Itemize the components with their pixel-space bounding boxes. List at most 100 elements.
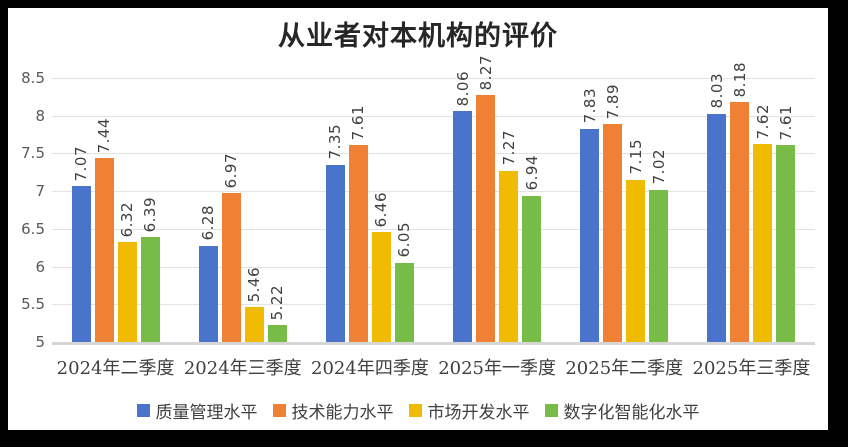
bar-unit: 6.39 <box>140 196 160 342</box>
y-tick-label: 5.5 <box>21 295 45 314</box>
y-tick-label: 5 <box>35 333 45 351</box>
bar <box>499 170 519 342</box>
bar-groups: 7.07 7.44 6.32 6.39 6.28 6.97 5.46 5.22 7.35 7.61… <box>52 55 815 342</box>
bar-unit: 8.27 <box>476 54 496 342</box>
bar-value-label: 7.15 <box>626 139 645 175</box>
bar <box>94 158 114 342</box>
bar <box>776 145 796 342</box>
bar-value-label: 8.06 <box>453 70 472 107</box>
legend-swatch-icon <box>136 404 150 417</box>
bar <box>453 111 473 342</box>
bar <box>730 102 750 342</box>
bar-group: 8.03 8.18 7.62 7.61 <box>688 62 815 342</box>
chart-title: 从业者对本机构的评价 <box>278 21 558 52</box>
bar-value-label: 8.03 <box>707 73 726 109</box>
bar <box>371 231 391 342</box>
bar-unit: 7.61 <box>776 104 796 342</box>
gridline <box>52 228 815 230</box>
bar <box>325 164 345 342</box>
bar <box>753 144 773 342</box>
bar <box>71 185 91 342</box>
bar-value-label: 7.61 <box>776 104 795 141</box>
bar-value-label: 7.61 <box>349 104 368 141</box>
bar <box>476 95 496 342</box>
legend-label: 市场开发水平 <box>427 403 530 423</box>
bar-value-label: 6.28 <box>199 205 218 241</box>
legend-item: 质量管理水平 <box>136 398 258 423</box>
bar-value-label: 6.32 <box>118 202 137 238</box>
y-tick-label: 8.5 <box>21 69 45 87</box>
bar <box>140 237 160 342</box>
gridline <box>52 304 815 306</box>
gridline <box>52 191 815 193</box>
bar-unit: 6.28 <box>198 205 218 342</box>
bar-value-label: 7.07 <box>72 145 91 181</box>
bar-unit: 6.46 <box>371 191 391 342</box>
bar-value-label: 8.18 <box>730 61 749 98</box>
y-tick-label: 6 <box>35 257 45 276</box>
bar-unit: 7.27 <box>499 130 519 342</box>
legend-label: 技术能力水平 <box>291 403 394 423</box>
chart-frame: 从业者对本机构的评价 8.5 8 7.5 7 6.5 6 5.5 5 7.07 7.44 6.32… <box>8 8 828 430</box>
bar-value-label: 5.46 <box>245 266 264 303</box>
bar-unit: 7.83 <box>580 88 600 342</box>
bar <box>649 189 669 342</box>
legend-swatch-icon <box>544 404 558 417</box>
category-label: 2024年四季度 <box>311 358 429 379</box>
bar-unit: 6.32 <box>117 202 137 342</box>
bar-unit: 7.62 <box>753 104 773 342</box>
bar-group: 6.28 6.97 5.46 5.22 <box>179 78 306 342</box>
bar-unit: 7.15 <box>626 139 646 342</box>
bar-group: 7.83 7.89 7.15 7.02 <box>561 78 688 342</box>
bar-unit: 7.89 <box>603 83 623 342</box>
bar <box>394 262 414 342</box>
bar-value-label: 7.35 <box>326 124 345 160</box>
gridline <box>52 266 815 268</box>
bar <box>221 193 241 342</box>
legend-label: 数字化智能化水平 <box>563 403 700 423</box>
gridline <box>52 78 815 79</box>
bar-value-label: 7.62 <box>753 104 772 140</box>
bar-unit: 8.18 <box>730 61 750 342</box>
bar-value-label: 7.89 <box>603 83 622 119</box>
bar-unit: 6.94 <box>522 155 542 342</box>
bar-unit: 6.97 <box>221 153 241 342</box>
legend-label: 质量管理水平 <box>155 403 258 423</box>
bar-value-label: 6.39 <box>141 196 160 233</box>
bar <box>348 145 368 342</box>
y-tick-label: 8 <box>35 106 45 125</box>
bar <box>580 128 600 342</box>
y-tick-label: 6.5 <box>21 219 45 238</box>
y-tick-label: 7.5 <box>21 144 45 163</box>
x-axis-line <box>52 342 815 345</box>
bar-value-label: 7.02 <box>649 149 668 185</box>
category-label: 2024年二季度 <box>56 358 175 379</box>
bar-unit: 5.22 <box>267 285 287 342</box>
legend: 质量管理水平 技术能力水平 市场开发水平 数字化智能化水平 <box>8 398 828 423</box>
bar-value-label: 6.46 <box>372 191 391 227</box>
bar-group: 7.07 7.44 6.32 6.39 <box>52 78 179 342</box>
y-axis-tick-labels: 8.5 8 7.5 7 6.5 6 5.5 5 <box>8 70 45 351</box>
bar-unit: 7.35 <box>325 124 345 342</box>
category-label: 2024年三季度 <box>183 358 302 379</box>
y-tick-label: 7 <box>35 182 45 201</box>
bar <box>707 113 727 342</box>
category-label: 2025年三季度 <box>692 358 811 379</box>
bar <box>603 124 623 342</box>
bar-value-label: 6.94 <box>522 155 541 191</box>
bar-value-label: 8.27 <box>476 54 495 91</box>
legend-swatch-icon <box>408 404 422 417</box>
bar <box>117 242 137 342</box>
category-label: 2025年一季度 <box>438 358 556 379</box>
bar-unit: 7.44 <box>94 118 114 342</box>
bar-value-label: 6.97 <box>222 153 241 189</box>
bar-group: 8.06 8.27 7.27 6.94 <box>434 55 561 342</box>
legend-item: 市场开发水平 <box>408 398 530 423</box>
bar-unit: 7.61 <box>348 104 368 342</box>
bar-value-label: 6.05 <box>395 222 414 258</box>
bar-unit: 6.05 <box>394 222 414 342</box>
bar-unit: 7.07 <box>71 145 91 342</box>
bar <box>198 245 218 342</box>
bar-value-label: 7.83 <box>580 88 599 124</box>
